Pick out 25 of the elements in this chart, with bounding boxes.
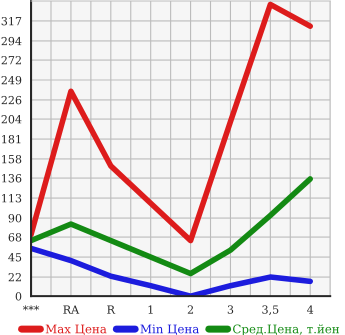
y-tick-label: 45 <box>8 253 22 262</box>
y-tick-label: 90 <box>8 214 22 222</box>
x-tick-label: *** <box>22 305 40 310</box>
x-tick-label: RA <box>63 306 80 314</box>
y-tick-label: 249 <box>2 76 22 84</box>
y-tick-label: 317 <box>2 16 22 26</box>
y-tick-label: 113 <box>2 194 22 202</box>
legend-label: Min Цена <box>140 324 199 335</box>
y-tick-label: 226 <box>2 96 22 104</box>
x-tick-label: 1 <box>148 305 153 314</box>
x-tick-label: 4 <box>307 305 314 314</box>
y-tick-label: 204 <box>2 115 22 124</box>
y-tick-label: 181 <box>2 135 20 144</box>
y-tick-label: 68 <box>8 233 22 242</box>
y-tick-label: 0 <box>16 292 22 301</box>
x-tick-label: R <box>107 306 116 314</box>
x-tick-label: 2 <box>188 305 194 314</box>
x-tick-label: 3 <box>228 305 234 314</box>
y-tick-label: 22 <box>8 273 21 282</box>
legend-label: Max Цена <box>46 324 107 335</box>
x-tick-label: 3,5 <box>262 305 278 316</box>
y-tick-label: 272 <box>2 56 21 64</box>
y-tick-label: 294 <box>2 36 22 46</box>
y-tick-label: 158 <box>2 154 22 164</box>
y-tick-label: 136 <box>2 174 22 182</box>
